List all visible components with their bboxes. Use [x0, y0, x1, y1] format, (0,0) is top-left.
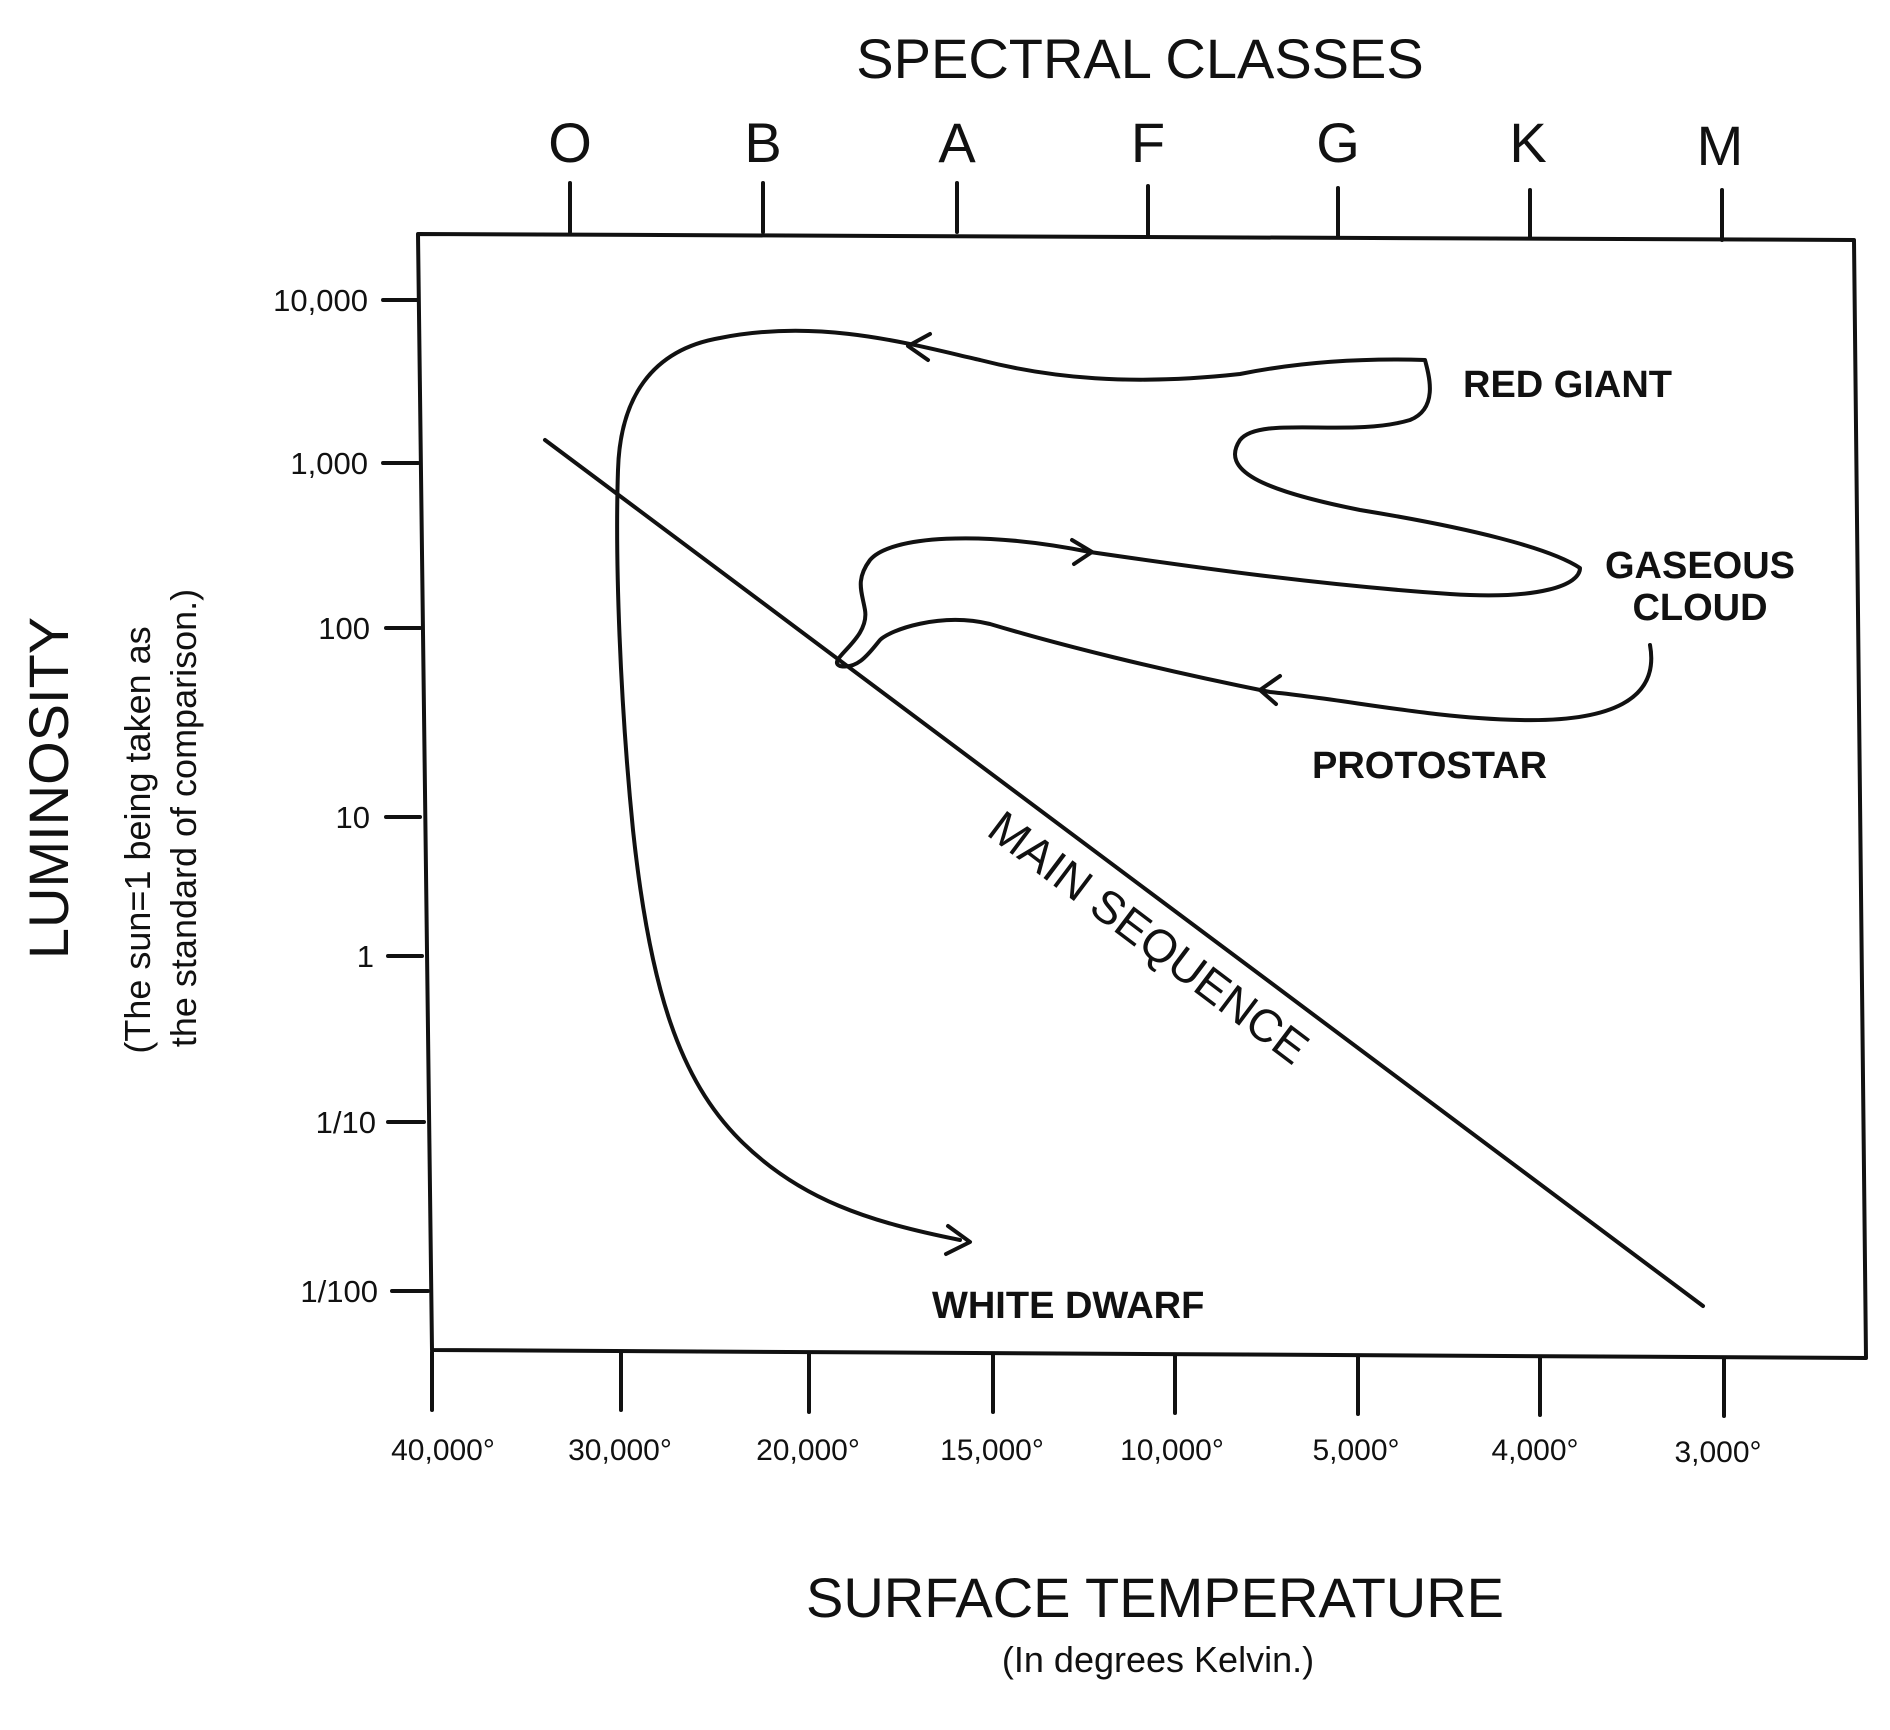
- stage-label-white-dwarf: WHITE DWARF: [932, 1285, 1204, 1327]
- main-sequence-line: [543, 438, 1705, 1308]
- x-tick-label: 5,000°: [1312, 1434, 1399, 1467]
- stage-label-gaseous-cloud: GASEOUS: [1605, 545, 1795, 587]
- spectral-class-label: K: [1509, 111, 1546, 174]
- stage-label-protostar: PROTOSTAR: [1312, 745, 1547, 787]
- stage-label-red-giant: RED GIANT: [1463, 364, 1672, 406]
- y-tick-label: 1: [357, 939, 374, 974]
- spectral-class-axis: O B A F G K M: [548, 111, 1744, 242]
- x-tick-label: 30,000°: [568, 1434, 672, 1467]
- spectral-class-label: A: [938, 111, 976, 174]
- y-tick-label: 1/10: [316, 1105, 376, 1140]
- spectral-class-label: O: [548, 111, 592, 174]
- spectral-class-label: G: [1316, 111, 1360, 174]
- stage-label-gaseous-cloud: CLOUD: [1632, 587, 1767, 629]
- evolution-track: [615, 328, 1654, 1242]
- y-axis: 10,000 1,000 100 10 1 1/10 1/100: [273, 283, 430, 1309]
- x-axis-subtitle: (In degrees Kelvin.): [1002, 1639, 1314, 1680]
- spectral-class-label: M: [1697, 114, 1744, 177]
- spectral-class-label: B: [744, 111, 781, 174]
- arrowhead-icon: [944, 1224, 972, 1256]
- y-axis-title: LUMINOSITY: [17, 617, 80, 959]
- main-sequence-label: MAIN SEQUENCE: [979, 800, 1319, 1074]
- arrowhead-icon: [1258, 674, 1282, 706]
- top-axis-title: SPECTRAL CLASSES: [856, 27, 1423, 90]
- y-axis-subtitle: the standard of comparison.): [163, 589, 204, 1047]
- plot-frame: [416, 232, 1868, 1360]
- spectral-class-label: F: [1131, 111, 1165, 174]
- y-tick-label: 1/100: [300, 1274, 378, 1309]
- y-tick-label: 10,000: [273, 283, 368, 318]
- x-axis-title: SURFACE TEMPERATURE: [806, 1566, 1504, 1629]
- x-tick-label: 20,000°: [756, 1434, 860, 1467]
- x-tick-label: 40,000°: [391, 1434, 495, 1467]
- arrowhead-icon: [906, 332, 932, 362]
- y-axis-subtitle: (The sun=1 being taken as: [117, 626, 158, 1053]
- x-tick-label: 3,000°: [1674, 1436, 1761, 1469]
- x-tick-label: 15,000°: [940, 1434, 1044, 1467]
- arrowhead-icon: [1070, 538, 1094, 566]
- y-tick-label: 10: [336, 800, 370, 835]
- y-tick-label: 1,000: [290, 446, 368, 481]
- x-tick-label: 10,000°: [1120, 1434, 1224, 1467]
- x-axis: 40,000° 30,000° 20,000° 15,000° 10,000° …: [391, 1350, 1762, 1469]
- x-tick-label: 4,000°: [1491, 1434, 1578, 1467]
- y-tick-label: 100: [318, 611, 370, 646]
